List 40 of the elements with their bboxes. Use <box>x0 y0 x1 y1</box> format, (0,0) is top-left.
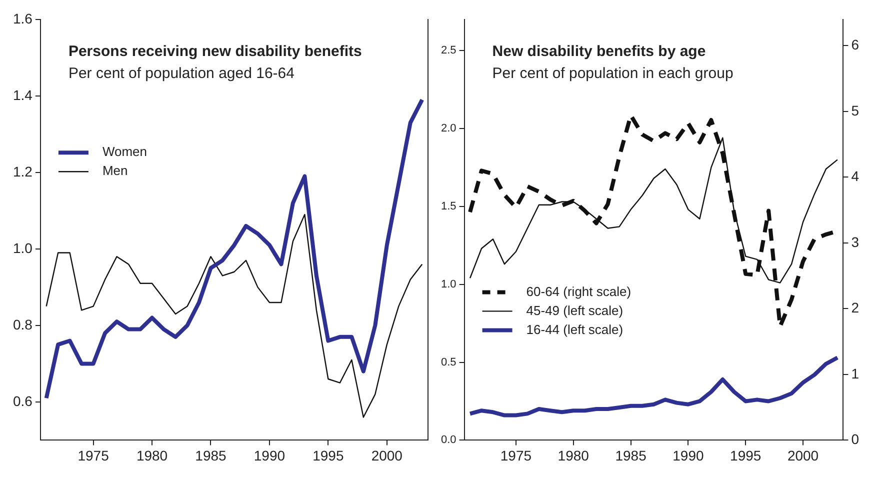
legend-label: 60-64 (right scale) <box>526 284 632 299</box>
text: Per cent of population in each group <box>492 65 734 82</box>
y2-tick-label: 0 <box>851 431 860 448</box>
y-tick-label: 1.0 <box>440 278 456 290</box>
y2-tick-label: 5 <box>851 102 860 118</box>
x-tick-label: 1975 <box>78 447 110 464</box>
y2-tick-label: 3 <box>851 234 860 250</box>
legend-label: 16-44 (left scale) <box>526 322 624 337</box>
text: Persons receiving new disability benefits <box>68 43 362 60</box>
y-tick-label: 0.8 <box>12 316 33 332</box>
x-tick-label: 1995 <box>730 447 762 464</box>
y-tick-label: 0.6 <box>12 392 33 409</box>
y2-tick-label: 4 <box>851 168 860 184</box>
x-tick-label: 1990 <box>254 447 286 464</box>
y-tick-label: 2.5 <box>440 44 456 57</box>
text: New disability benefits by age <box>492 43 706 60</box>
x-tick-label: 1980 <box>136 447 168 464</box>
y-tick-label: 1.5 <box>440 200 456 212</box>
legend-label: Women <box>102 144 148 160</box>
x-tick-label: 2000 <box>371 447 403 464</box>
y2-tick-label: 6 <box>851 36 860 53</box>
legend-label: 45-49 (left scale) <box>526 302 624 318</box>
y-tick-label: 1.2 <box>12 163 33 180</box>
x-tick-label: 1975 <box>500 447 532 464</box>
text: Per cent of population aged 16-64 <box>68 65 294 82</box>
y2-tick-label: 1 <box>851 365 860 382</box>
y2-tick-label: 2 <box>851 300 860 316</box>
x-tick-label: 1985 <box>615 447 647 464</box>
y-tick-label: 2.0 <box>440 122 456 135</box>
x-tick-label: 1980 <box>558 447 590 464</box>
y-tick-label: 0.0 <box>440 434 456 446</box>
y-tick-label: 1.0 <box>12 240 33 256</box>
x-tick-label: 1990 <box>672 447 704 464</box>
y-tick-label: 1.6 <box>12 10 33 26</box>
y-tick-label: 0.5 <box>440 356 456 368</box>
y-tick-label: 1.4 <box>12 86 33 103</box>
x-tick-label: 2000 <box>787 447 819 464</box>
legend-label: Men <box>102 163 128 178</box>
x-tick-label: 1995 <box>312 447 344 464</box>
x-tick-label: 1985 <box>195 447 227 464</box>
